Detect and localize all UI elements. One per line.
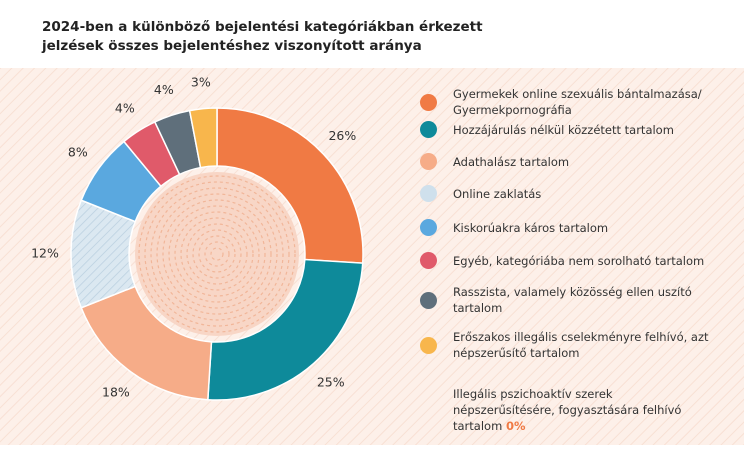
value-label: 26%	[328, 128, 356, 143]
value-label: 0%	[505, 419, 526, 433]
inner-pattern	[168, 205, 266, 303]
legend-item: Erőszakos illegális cselekményre felhívó…	[420, 329, 720, 361]
value-label: 18%	[102, 385, 130, 400]
inner-pattern	[204, 241, 230, 267]
slice	[216, 107, 364, 264]
legend-label: Online zaklatás	[453, 186, 542, 201]
inner-pattern	[210, 247, 224, 261]
inner-pattern	[144, 181, 290, 327]
inner-pattern	[150, 187, 284, 321]
inner-pattern	[192, 229, 242, 279]
legend-item: Hozzájárulás nélkül közzétett tartalom	[420, 121, 720, 138]
legend-label: Hozzájárulás nélkül közzétett tartalom	[453, 122, 674, 137]
value-label: 3%	[191, 74, 211, 89]
inner-pattern	[198, 235, 236, 273]
inner-pattern	[174, 211, 260, 297]
legend-label: Egyéb, kategóriába nem sorolható tartalo…	[453, 253, 705, 268]
legend-text: Online zaklatás	[453, 186, 713, 202]
inner-pattern	[180, 217, 254, 291]
legend-swatch	[420, 153, 437, 170]
legend-item: Gyermekek online szexuális bántalmazása/…	[420, 86, 720, 118]
legend-label: Kiskorúakra káros tartalom	[453, 220, 609, 235]
legend-swatch	[420, 291, 437, 309]
legend-swatch	[420, 219, 437, 236]
legend-swatch	[420, 93, 437, 111]
legend-item: Kiskorúakra káros tartalom	[420, 219, 720, 236]
legend-label: Rasszista, valamely közösség ellen uszít…	[453, 285, 692, 315]
value-label: 25%	[317, 375, 345, 390]
slice	[188, 107, 218, 169]
inner-pattern	[186, 223, 248, 285]
legend-text: Egyéb, kategóriába nem sorolható tartalo…	[453, 253, 713, 269]
legend-item: Illegális pszichoaktív szerek népszerűsí…	[420, 386, 720, 434]
chart-title: 2024-ben a különböző bejelentési kategór…	[42, 19, 483, 54]
legend-label: Gyermekek online szexuális bántalmazása/…	[453, 87, 702, 117]
legend-text: Gyermekek online szexuális bántalmazása/…	[453, 86, 713, 118]
inner-pattern	[162, 199, 272, 309]
inner-pattern	[138, 175, 296, 333]
value-label: 8%	[68, 144, 88, 159]
legend-swatch	[420, 336, 437, 354]
value-label: 4%	[154, 82, 174, 97]
value-label: 12%	[31, 246, 59, 261]
legend-text: Illegális pszichoaktív szerek népszerűsí…	[453, 386, 713, 434]
legend-text: Hozzájárulás nélkül közzétett tartalom	[453, 122, 713, 138]
legend-swatch	[420, 252, 437, 269]
legend-swatch	[420, 121, 437, 138]
legend-text: Rasszista, valamely közösség ellen uszít…	[453, 284, 713, 316]
legend-text: Kiskorúakra káros tartalom	[453, 220, 713, 236]
inner-disc	[135, 172, 299, 336]
legend-item: Rasszista, valamely közösség ellen uszít…	[420, 284, 720, 316]
legend-text: Adathalász tartalom	[453, 154, 713, 170]
legend-text: Erőszakos illegális cselekményre felhívó…	[453, 329, 713, 361]
legend-label: Erőszakos illegális cselekményre felhívó…	[453, 330, 709, 360]
legend-swatch	[420, 185, 437, 202]
inner-pattern	[156, 193, 278, 315]
legend-label: Adathalász tartalom	[453, 154, 570, 169]
slice	[207, 258, 364, 401]
legend-item: Adathalász tartalom	[420, 153, 720, 170]
legend-item: Online zaklatás	[420, 185, 720, 202]
legend-label: Illegális pszichoaktív szerek népszerűsí…	[453, 387, 682, 433]
value-label: 4%	[115, 100, 135, 115]
legend-item: Egyéb, kategóriába nem sorolható tartalo…	[420, 252, 720, 269]
